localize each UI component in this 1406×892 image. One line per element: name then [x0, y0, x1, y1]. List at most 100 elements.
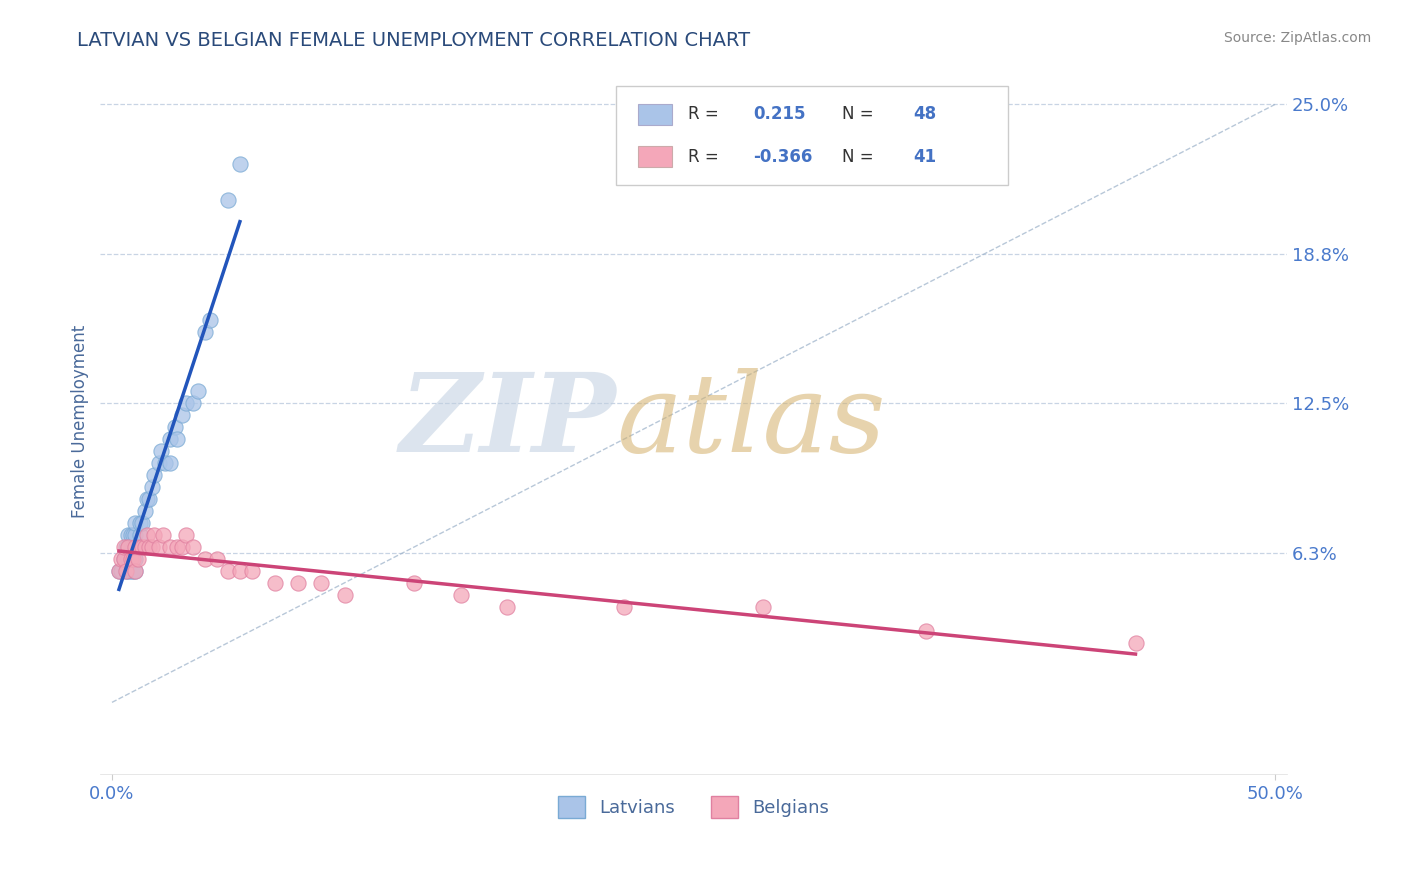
Text: 0.215: 0.215 [752, 105, 806, 123]
Text: N =: N = [842, 105, 873, 123]
Point [124, 552, 146, 566]
Point [155, 456, 177, 470]
Point [131, 540, 153, 554]
Point [229, 564, 252, 578]
Text: N =: N = [842, 148, 873, 166]
Point [183, 396, 205, 410]
Point [110, 564, 132, 578]
Point [194, 325, 217, 339]
Point [263, 575, 285, 590]
Point [176, 396, 198, 410]
Point [217, 193, 239, 207]
Point [115, 552, 138, 566]
Point [124, 528, 146, 542]
Point [110, 552, 132, 566]
Point [124, 540, 146, 554]
Point [311, 575, 333, 590]
Point [142, 528, 165, 542]
Point [152, 528, 174, 542]
Point [120, 552, 142, 566]
Text: Source: ZipAtlas.com: Source: ZipAtlas.com [1223, 31, 1371, 45]
Text: R =: R = [688, 105, 718, 123]
Point [122, 564, 145, 578]
Point [217, 564, 239, 578]
Y-axis label: Female Unemployment: Female Unemployment [72, 325, 89, 518]
Point [148, 456, 170, 470]
Point [120, 540, 142, 554]
Point [131, 516, 153, 530]
FancyBboxPatch shape [616, 87, 1008, 185]
Text: -0.366: -0.366 [752, 148, 813, 166]
Point [613, 599, 636, 614]
Point [124, 540, 146, 554]
FancyBboxPatch shape [638, 146, 672, 167]
Point [117, 540, 139, 554]
Point [159, 432, 181, 446]
Point [124, 516, 146, 530]
Point [229, 157, 252, 171]
Text: 41: 41 [912, 148, 936, 166]
Point [198, 312, 221, 326]
Text: R =: R = [688, 148, 718, 166]
Point [450, 588, 472, 602]
Point [124, 540, 146, 554]
Point [108, 564, 131, 578]
Point [333, 588, 356, 602]
Point [170, 540, 193, 554]
Text: 48: 48 [912, 105, 936, 123]
Point [138, 491, 160, 506]
FancyBboxPatch shape [638, 104, 672, 125]
Point [128, 516, 150, 530]
Legend: Latvians, Belgians: Latvians, Belgians [550, 789, 837, 825]
Point [1125, 635, 1147, 649]
Point [128, 540, 150, 554]
Point [166, 540, 188, 554]
Point [117, 552, 139, 566]
Point [115, 540, 138, 554]
Point [166, 432, 188, 446]
Point [404, 575, 426, 590]
Point [183, 540, 205, 554]
Point [112, 552, 135, 566]
Point [112, 540, 135, 554]
Point [176, 528, 198, 542]
Point [120, 552, 142, 566]
Point [117, 564, 139, 578]
Point [122, 552, 145, 566]
Point [124, 564, 146, 578]
Point [120, 564, 142, 578]
Point [187, 384, 209, 399]
Point [135, 528, 157, 542]
Point [159, 456, 181, 470]
Text: atlas: atlas [616, 368, 886, 475]
Point [148, 540, 170, 554]
Point [115, 564, 138, 578]
Point [134, 540, 156, 554]
Point [141, 480, 163, 494]
Point [117, 552, 139, 566]
Point [159, 540, 181, 554]
Point [240, 564, 263, 578]
Point [163, 420, 186, 434]
Point [170, 409, 193, 423]
Point [141, 540, 163, 554]
Point [135, 491, 157, 506]
Point [134, 504, 156, 518]
Point [120, 528, 142, 542]
Point [752, 599, 775, 614]
Text: LATVIAN VS BELGIAN FEMALE UNEMPLOYMENT CORRELATION CHART: LATVIAN VS BELGIAN FEMALE UNEMPLOYMENT C… [77, 31, 751, 50]
Point [194, 552, 217, 566]
Point [117, 528, 139, 542]
Point [287, 575, 309, 590]
Point [149, 444, 172, 458]
Point [112, 552, 135, 566]
Point [127, 552, 149, 566]
Point [128, 528, 150, 542]
Point [138, 540, 160, 554]
Point [124, 564, 146, 578]
Point [117, 540, 139, 554]
Point [108, 564, 131, 578]
Point [115, 564, 138, 578]
Point [496, 599, 519, 614]
Point [112, 552, 135, 566]
